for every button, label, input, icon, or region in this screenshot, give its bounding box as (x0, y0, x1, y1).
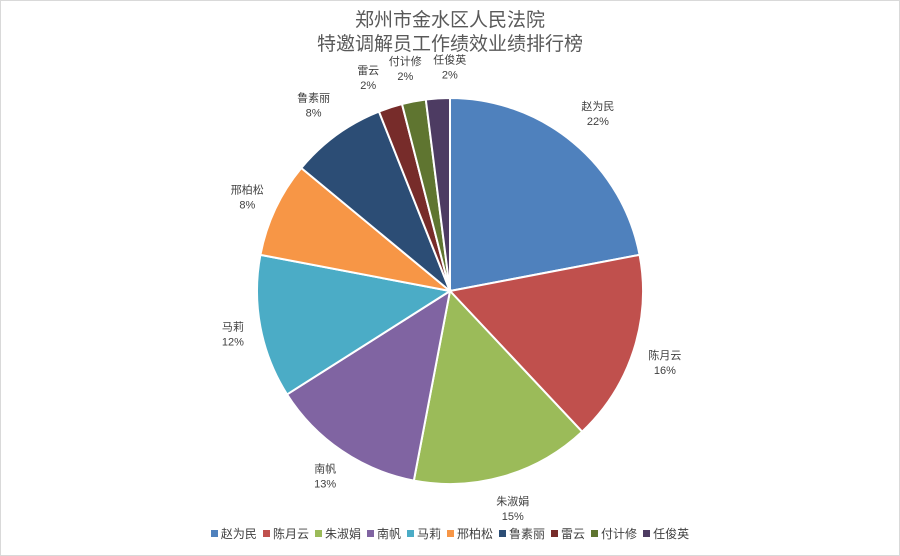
legend-label: 任俊英 (653, 527, 690, 541)
data-label-percent: 16% (654, 365, 676, 377)
legend-item-5: 邢柏松 (447, 525, 493, 542)
data-label-7: 雷云 2% (357, 64, 379, 92)
legend-swatch (591, 530, 599, 538)
legend-swatch (643, 530, 651, 538)
data-label-name: 任俊英 (433, 52, 466, 66)
legend-label: 付计修 (601, 527, 638, 541)
legend-item-1: 陈月云 (262, 525, 309, 542)
data-label-1: 陈月云 16% (648, 348, 681, 377)
legend-label: 邢柏松 (457, 527, 494, 541)
legend-item-2: 朱淑娟 (314, 525, 361, 542)
data-label-9: 任俊英 2% (433, 52, 466, 81)
legend-swatch (447, 530, 454, 538)
legend-label: 朱淑娟 (324, 527, 361, 541)
data-label-percent: 8% (306, 107, 322, 119)
data-label-8: 付计修 2% (389, 54, 422, 83)
pie-slice-2 (412, 288, 584, 485)
legend-item-8: 付计修 (591, 525, 637, 542)
legend: 赵为民 陈月云 朱淑娟 南帆 马莉 邢柏松 鲁素丽 雷云 付计修 任俊英 (0, 525, 900, 542)
data-label-name: 朱淑娟 (496, 494, 529, 508)
data-label-6: 鲁素丽 8% (297, 90, 330, 119)
pie-slice-9 (424, 96, 451, 292)
legend-swatch (366, 530, 374, 538)
legend-label: 鲁素丽 (509, 527, 546, 541)
data-label-name: 邢柏松 (231, 183, 264, 197)
legend-label: 赵为民 (220, 527, 257, 541)
legend-item-4: 马莉 (406, 525, 441, 542)
pie-slice-4 (256, 253, 453, 396)
data-label-name: 雷云 (357, 64, 379, 77)
data-label-percent: 15% (502, 511, 524, 523)
legend-swatch (262, 530, 270, 538)
legend-swatch (406, 530, 414, 538)
data-label-name: 赵为民 (581, 99, 614, 113)
data-label-percent: 13% (314, 479, 336, 491)
data-label-name: 陈月云 (648, 348, 681, 362)
data-label-percent: 2% (397, 71, 413, 83)
data-label-percent: 12% (222, 336, 244, 348)
pie-slice-1 (448, 253, 644, 434)
pie-slice-3 (285, 288, 452, 482)
legend-label: 陈月云 (272, 527, 309, 541)
data-label-percent: 2% (442, 69, 458, 81)
legend-swatch (210, 530, 218, 538)
chart-title-line-2: 特邀调解员工作绩效业绩排行榜 (316, 33, 583, 55)
data-label-name: 鲁素丽 (297, 90, 330, 104)
pie-slice-6 (299, 110, 451, 292)
data-label-5: 邢柏松 8% (231, 183, 264, 212)
data-label-name: 南帆 (314, 462, 336, 476)
legend-item-3: 南帆 (366, 525, 401, 542)
data-label-3: 南帆 13% (314, 462, 336, 491)
legend-item-7: 雷云 (551, 525, 585, 542)
pie-slice-0 (449, 96, 641, 293)
data-label-name: 马莉 (222, 320, 244, 333)
data-label-2: 朱淑娟 15% (496, 494, 529, 523)
chart-title: 郑州市金水区人民法院 特邀调解员工作绩效业绩排行榜 (0, 8, 900, 56)
pie-slice-5 (259, 166, 451, 292)
data-label-percent: 22% (587, 116, 609, 128)
data-label-4: 马莉 12% (222, 320, 244, 348)
legend-swatch (314, 530, 322, 538)
data-label-percent: 8% (239, 200, 255, 212)
legend-swatch (499, 530, 507, 538)
legend-item-6: 鲁素丽 (499, 525, 545, 542)
legend-label: 南帆 (376, 527, 401, 541)
legend-label: 雷云 (561, 527, 586, 541)
data-label-percent: 2% (360, 80, 376, 92)
legend-label: 马莉 (416, 527, 441, 541)
data-label-0: 赵为民 22% (581, 99, 614, 128)
data-label-name: 付计修 (389, 54, 422, 68)
chart-title-line-1: 郑州市金水区人民法院 (354, 9, 545, 31)
legend-item-9: 任俊英 (643, 525, 689, 542)
legend-item-0: 赵为民 (210, 525, 257, 542)
legend-swatch (551, 530, 559, 538)
